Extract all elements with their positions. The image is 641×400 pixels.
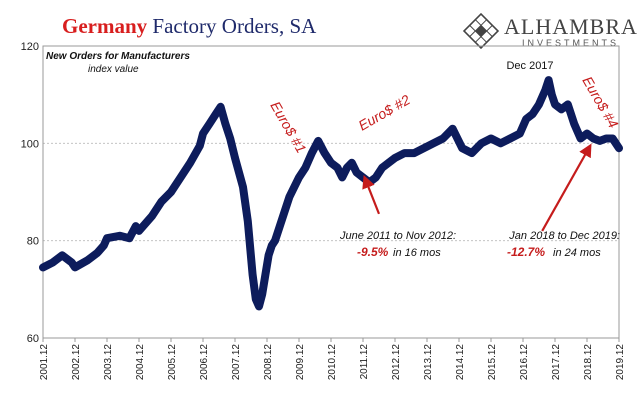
- annotation-duration1: in 16 mos: [393, 247, 441, 259]
- y-tick-label: 120: [21, 41, 39, 53]
- annotation-arrow: [541, 143, 592, 232]
- annotation-period2: Jan 2018 to Dec 2019:: [508, 230, 620, 242]
- x-tick-label: 2015.12: [487, 344, 498, 381]
- plot-frame: [42, 45, 620, 339]
- logo-name: ALHAMBRA: [504, 14, 638, 39]
- chart-subtitle: New Orders for Manufacturers: [46, 51, 190, 62]
- x-tick-label: 2001.12: [39, 344, 50, 381]
- y-tick-label: 60: [27, 333, 39, 345]
- annotation-euro1: Euro$ #1: [267, 99, 309, 156]
- x-tick-label: 2014.12: [455, 344, 466, 381]
- annotation-euro4: Euro$ #4: [579, 74, 621, 131]
- annotation-euro2: Euro$ #2: [356, 91, 413, 133]
- y-axis-label: index value: [88, 64, 139, 75]
- x-tick-label: 2019.12: [615, 344, 626, 381]
- annotation-duration2: in 24 mos: [553, 247, 601, 259]
- y-tick-label: 80: [27, 236, 39, 248]
- x-tick-label: 2009.12: [295, 344, 306, 381]
- chart-title-country: Germany: [62, 14, 148, 38]
- x-tick-label: 2002.12: [71, 344, 82, 381]
- annotation-change1: -9.5%: [357, 245, 389, 259]
- logo-sub: INVESTMENTS: [522, 38, 620, 48]
- logo: ALHAMBRA INVESTMENTS: [462, 12, 638, 52]
- series-line: [39, 76, 623, 311]
- y-tick-label: 100: [21, 138, 39, 150]
- annotation-change2: -12.7%: [507, 245, 545, 259]
- x-tick-label: 2011.12: [359, 344, 370, 380]
- x-tick-label: 2017.12: [551, 344, 562, 381]
- annotation-dec2017: Dec 2017: [506, 60, 553, 72]
- x-tick-label: 2016.12: [519, 344, 530, 381]
- x-tick-label: 2007.12: [231, 344, 242, 381]
- chart-title: Germany Factory Orders, SA: [62, 14, 316, 39]
- x-tick-label: 2008.12: [263, 344, 274, 381]
- annotation-period1: June 2011 to Nov 2012:: [339, 230, 456, 242]
- diamond-lattice-icon: [462, 12, 500, 50]
- x-tick-label: 2012.12: [391, 344, 402, 381]
- x-tick-label: 2010.12: [327, 344, 338, 381]
- x-tick-label: 2003.12: [103, 344, 114, 381]
- annotation-arrow: [362, 174, 381, 215]
- x-tick-label: 2006.12: [199, 344, 210, 381]
- x-tick-label: 2013.12: [423, 344, 434, 381]
- x-tick-label: 2004.12: [135, 344, 146, 381]
- chart-title-rest: Factory Orders, SA: [152, 14, 317, 38]
- x-tick-label: 2018.12: [583, 344, 594, 381]
- x-tick-label: 2005.12: [167, 344, 178, 381]
